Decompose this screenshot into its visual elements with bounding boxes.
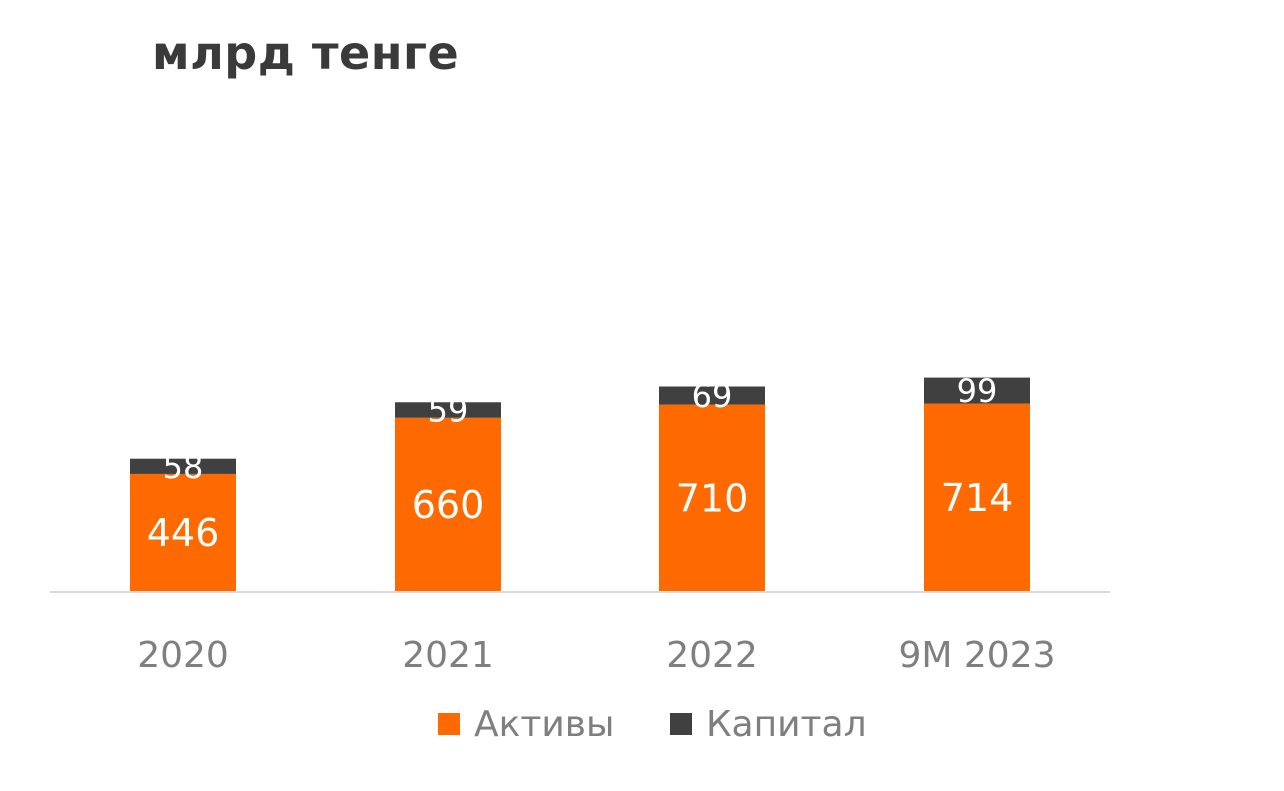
data-label-capital-3: 99 — [957, 372, 998, 410]
data-label-capital-1: 59 — [428, 392, 469, 430]
bar-capital-0 — [130, 458, 236, 474]
data-label-assets-0: 446 — [147, 511, 220, 555]
bar-capital-2 — [659, 386, 765, 405]
data-label-assets-1: 660 — [412, 483, 485, 527]
data-label-capital-0: 58 — [163, 448, 204, 486]
bar-capital-1 — [395, 402, 501, 418]
x-tick-label-1: 2021 — [402, 635, 494, 676]
legend-label-capital: Капитал — [706, 703, 867, 745]
data-label-assets-3: 714 — [941, 476, 1014, 520]
data-label-capital-2: 69 — [692, 377, 733, 415]
legend: Активы Капитал — [0, 700, 1284, 748]
x-tick-label-3: 9M 2023 — [898, 635, 1055, 676]
legend-item-assets: Активы — [438, 700, 614, 748]
legend-item-capital: Капитал — [670, 700, 867, 748]
data-label-assets-2: 710 — [676, 476, 749, 520]
bar-capital-3 — [924, 377, 1030, 404]
legend-swatch-assets — [438, 713, 460, 735]
legend-swatch-capital — [670, 713, 692, 735]
bar-assets-3 — [924, 403, 1030, 591]
x-tick-label-2: 2022 — [666, 635, 758, 676]
chart-title: млрд тенге — [152, 26, 460, 80]
bar-assets-0 — [130, 473, 236, 591]
bar-assets-2 — [659, 404, 765, 591]
legend-label-assets: Активы — [474, 703, 615, 745]
bar-assets-1 — [395, 417, 501, 591]
x-tick-label-0: 2020 — [137, 635, 229, 676]
